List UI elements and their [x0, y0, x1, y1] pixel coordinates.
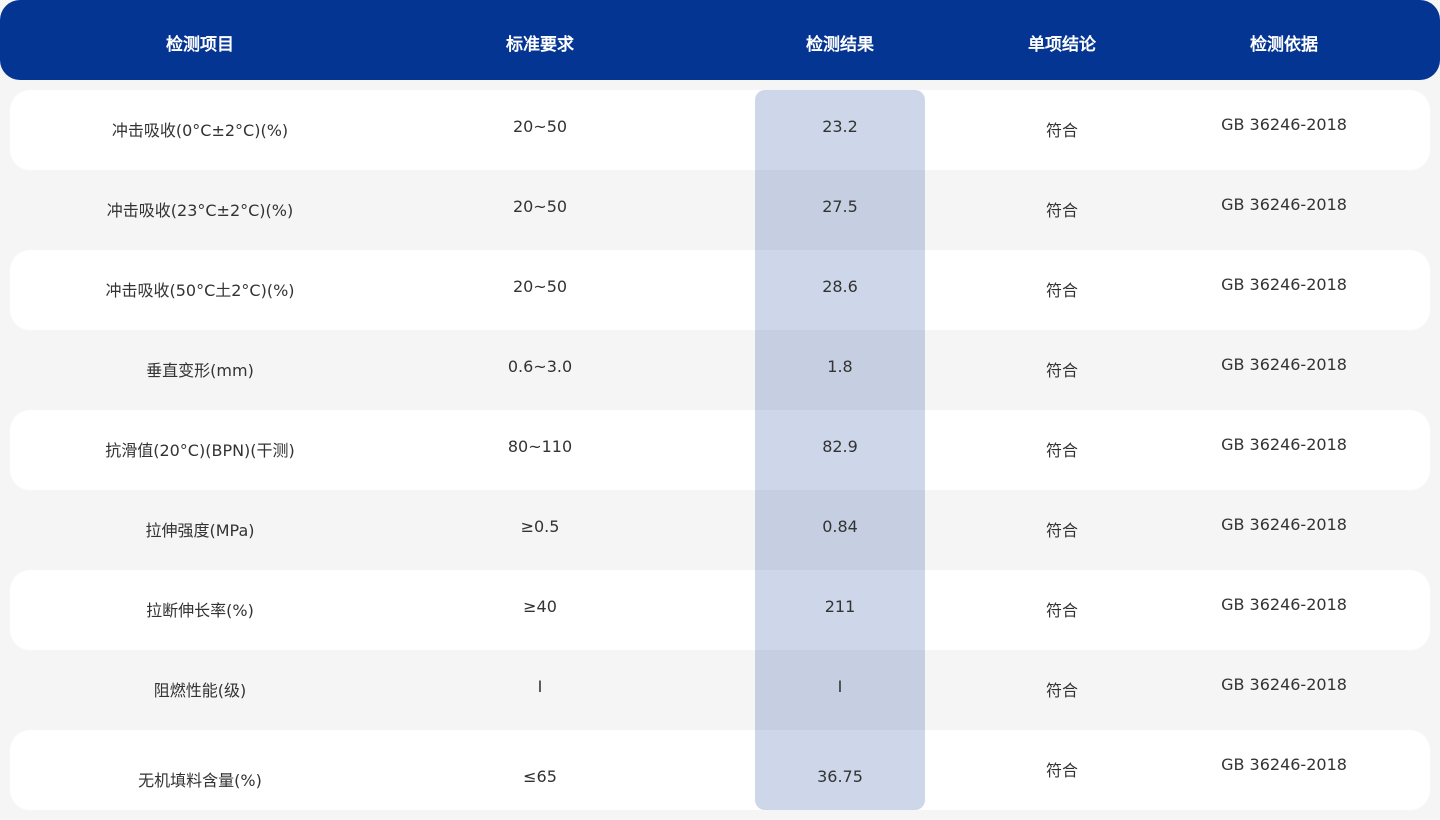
cell-item: 拉伸强度(MPa): [145, 521, 255, 540]
cell-item: 冲击吸收(50°C土2°C)(%): [105, 281, 295, 300]
header-conclusion: 单项结论: [1028, 35, 1096, 55]
cell-item: 垂直变形(mm): [146, 361, 254, 380]
table-row: [10, 570, 1430, 650]
cell-result: 28.6: [822, 277, 858, 296]
header-basis: 检测依据: [1250, 35, 1318, 55]
result-column-highlight: [755, 90, 925, 810]
cell-result: 36.75: [817, 767, 863, 786]
cell-requirement: 20~50: [512, 277, 568, 296]
cell-basis: GB 36246-2018: [1221, 435, 1347, 454]
cell-item: 冲击吸收(23°C±2°C)(%): [106, 201, 294, 220]
cell-basis: GB 36246-2018: [1221, 115, 1347, 134]
cell-conclusion: 符合: [1045, 281, 1079, 300]
table-row: [10, 410, 1430, 490]
cell-result: 82.9: [822, 437, 858, 456]
cell-basis: GB 36246-2018: [1221, 595, 1347, 614]
table-row: [10, 250, 1430, 330]
cell-basis: GB 36246-2018: [1221, 355, 1347, 374]
table-row: [10, 730, 1430, 810]
cell-requirement: 0.6~3.0: [507, 357, 573, 376]
cell-conclusion: 符合: [1045, 601, 1079, 620]
cell-item: 抗滑值(20°C)(BPN)(干测): [105, 441, 295, 460]
cell-conclusion: 符合: [1045, 521, 1079, 540]
cell-requirement: ≥0.5: [520, 517, 560, 536]
cell-requirement: 80~110: [507, 437, 573, 456]
header-requirement: 标准要求: [506, 35, 574, 55]
cell-item: 阻燃性能(级): [153, 681, 247, 700]
cell-requirement: 20~50: [512, 117, 568, 136]
table-row: [10, 90, 1430, 170]
cell-basis: GB 36246-2018: [1221, 675, 1347, 694]
cell-result: 1.8: [827, 357, 853, 376]
header-item: 检测项目: [166, 35, 234, 55]
cell-conclusion: 符合: [1045, 361, 1079, 380]
cell-item: 无机填料含量(%): [138, 771, 262, 790]
cell-requirement: ≥40: [523, 597, 557, 616]
cell-basis: GB 36246-2018: [1221, 195, 1347, 214]
cell-result: 211: [824, 597, 856, 616]
cell-conclusion: 符合: [1045, 761, 1079, 780]
cell-result: I: [837, 677, 843, 696]
cell-conclusion: 符合: [1045, 441, 1079, 460]
cell-result: 23.2: [822, 117, 858, 136]
cell-requirement: I: [537, 677, 543, 696]
cell-conclusion: 符合: [1045, 681, 1079, 700]
header-result: 检测结果: [806, 35, 874, 55]
cell-item: 冲击吸收(0°C±2°C)(%): [111, 121, 289, 140]
cell-basis: GB 36246-2018: [1221, 515, 1347, 534]
cell-conclusion: 符合: [1045, 121, 1079, 140]
cell-result: 0.84: [822, 517, 858, 536]
cell-conclusion: 符合: [1045, 201, 1079, 220]
cell-basis: GB 36246-2018: [1221, 755, 1347, 774]
cell-basis: GB 36246-2018: [1221, 275, 1347, 294]
cell-requirement: ≤65: [523, 767, 557, 786]
cell-item: 拉断伸长率(%): [146, 601, 254, 620]
cell-result: 27.5: [822, 197, 858, 216]
table-header: 检测项目 标准要求 检测结果 单项结论 检测依据: [0, 0, 1440, 80]
cell-requirement: 20~50: [512, 197, 568, 216]
